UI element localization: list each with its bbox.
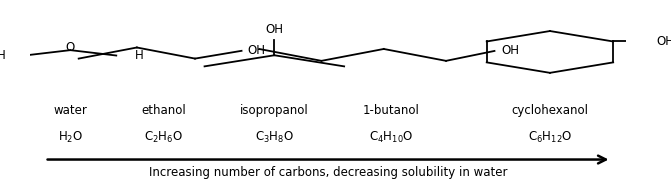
Text: water: water bbox=[54, 104, 87, 117]
Text: cyclohexanol: cyclohexanol bbox=[511, 104, 588, 117]
Text: Increasing number of carbons, decreasing solubility in water: Increasing number of carbons, decreasing… bbox=[149, 166, 507, 179]
Text: $\mathrm{C_3H_8O}$: $\mathrm{C_3H_8O}$ bbox=[255, 130, 294, 145]
Text: H: H bbox=[0, 49, 6, 62]
Text: H: H bbox=[135, 49, 144, 62]
Text: OH: OH bbox=[265, 23, 283, 36]
Text: OH: OH bbox=[248, 44, 265, 57]
Text: $\mathrm{C_6H_{12}O}$: $\mathrm{C_6H_{12}O}$ bbox=[528, 130, 572, 145]
Text: $\mathrm{H_2O}$: $\mathrm{H_2O}$ bbox=[58, 130, 83, 145]
Text: OH: OH bbox=[656, 35, 671, 48]
Text: ethanol: ethanol bbox=[142, 104, 187, 117]
Text: 1-butanol: 1-butanol bbox=[362, 104, 419, 117]
Text: $\mathrm{C_4H_{10}O}$: $\mathrm{C_4H_{10}O}$ bbox=[368, 130, 413, 145]
Text: OH: OH bbox=[501, 45, 519, 57]
Text: isopropanol: isopropanol bbox=[240, 104, 309, 117]
Text: $\mathrm{C_2H_6O}$: $\mathrm{C_2H_6O}$ bbox=[144, 130, 184, 145]
Text: O: O bbox=[66, 41, 75, 54]
